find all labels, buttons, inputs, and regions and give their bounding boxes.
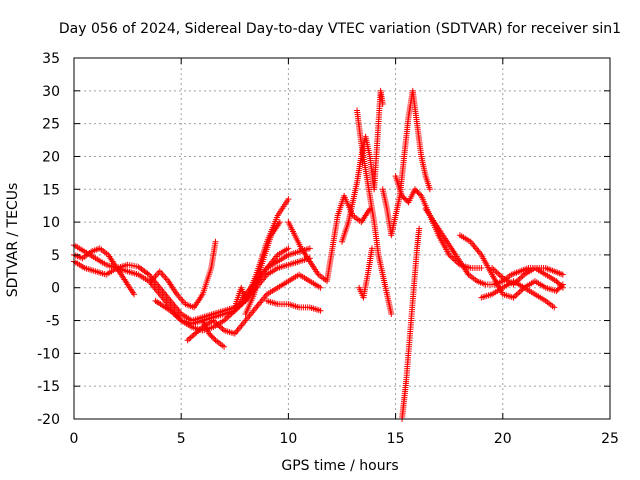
data-point xyxy=(515,290,522,297)
data-point xyxy=(276,219,283,226)
x-axis-label: GPS time / hours xyxy=(281,458,398,474)
data-point xyxy=(131,291,138,298)
grid-lines xyxy=(74,58,610,419)
data-point xyxy=(555,280,562,287)
series-sat-a xyxy=(71,255,313,324)
data-point xyxy=(416,225,423,232)
y-tick-label: 15 xyxy=(42,182,60,198)
data-point xyxy=(495,270,502,277)
data-point xyxy=(553,278,560,285)
data-point xyxy=(554,286,561,293)
series-sat-p xyxy=(399,225,423,422)
y-tick-label: -15 xyxy=(37,379,60,395)
data-point xyxy=(402,196,409,203)
data-point xyxy=(413,187,420,194)
data-point xyxy=(551,304,558,311)
data-point xyxy=(379,100,386,107)
data-point xyxy=(369,245,376,252)
data-point xyxy=(285,196,292,203)
data-point xyxy=(186,335,193,342)
data-point xyxy=(399,192,406,199)
data-point xyxy=(553,288,560,295)
y-tick-label: -5 xyxy=(46,314,60,330)
y-tick-label: 5 xyxy=(51,248,60,264)
x-tick-label: 10 xyxy=(279,431,297,447)
data-point xyxy=(426,186,433,193)
x-tick-label: 20 xyxy=(494,431,512,447)
data-point xyxy=(189,333,196,340)
data-point xyxy=(558,283,565,290)
data-point xyxy=(478,265,485,272)
data-point xyxy=(211,335,218,342)
series-sat-i xyxy=(242,219,283,317)
data-point xyxy=(285,245,292,252)
data-point xyxy=(557,282,564,289)
y-tick-label: 20 xyxy=(42,149,60,165)
data-point xyxy=(212,238,219,245)
data-point xyxy=(496,272,503,279)
plot-frame xyxy=(73,57,611,420)
y-tick-label: 10 xyxy=(42,215,60,231)
x-tick-label: 25 xyxy=(601,431,619,447)
data-point xyxy=(224,314,231,321)
data-point xyxy=(209,334,216,341)
y-tick-label: 0 xyxy=(51,281,60,297)
data-point xyxy=(417,191,424,198)
data-point xyxy=(559,284,566,291)
data-point xyxy=(518,274,525,281)
data-point xyxy=(317,284,324,291)
data-point xyxy=(400,194,407,201)
series-sat-m xyxy=(354,107,395,317)
data-point xyxy=(516,288,523,295)
series-sat-l xyxy=(339,87,386,245)
chart-title: Day 056 of 2024, Sidereal Day-to-day VTE… xyxy=(59,21,621,37)
data-point xyxy=(411,186,418,193)
data-point xyxy=(306,245,313,252)
y-tick-label: 25 xyxy=(42,117,60,133)
x-tick-label: 0 xyxy=(70,431,79,447)
data-point xyxy=(414,188,421,195)
data-point xyxy=(207,331,214,338)
data-point xyxy=(184,337,191,344)
y-tick-label: 30 xyxy=(42,84,60,100)
y-axis-label: SDTVAR / TECUs xyxy=(5,183,21,298)
data-point xyxy=(415,190,422,197)
y-tick-label: -10 xyxy=(37,346,60,362)
data-point xyxy=(317,307,324,314)
data-point xyxy=(401,195,408,202)
data-point xyxy=(221,343,228,350)
axis-ticks: 0 5 10 15 20 25 -20 -15 -10 -5 0 5 10 15 20 25 30 35 xyxy=(37,51,619,447)
series-sat-o xyxy=(379,87,433,239)
x-tick-label: 5 xyxy=(177,431,186,447)
series-sat-k xyxy=(263,297,324,314)
y-tick-label: 35 xyxy=(42,51,60,67)
data-point xyxy=(206,330,213,337)
data-point xyxy=(512,293,519,300)
series-sat-h xyxy=(199,317,228,350)
data-point xyxy=(190,331,197,338)
data-points xyxy=(71,87,566,422)
series-sat-j xyxy=(285,192,373,285)
x-tick-label: 15 xyxy=(387,431,405,447)
series-sat-n xyxy=(356,245,376,301)
y-tick-label: -20 xyxy=(37,412,60,428)
series-sat-g xyxy=(231,196,292,311)
data-point xyxy=(208,333,215,340)
series-sat-d xyxy=(148,238,219,311)
data-point xyxy=(187,334,194,341)
series-sat-u xyxy=(489,265,566,291)
data-point xyxy=(388,310,395,317)
data-point xyxy=(554,279,561,286)
data-point xyxy=(559,271,566,278)
